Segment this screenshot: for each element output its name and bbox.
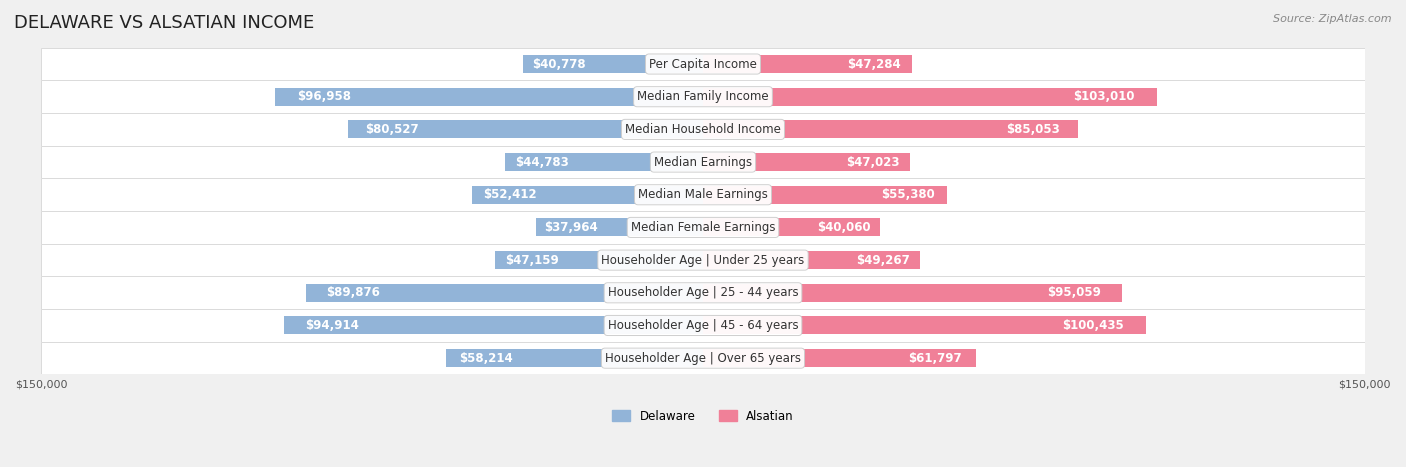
Text: $47,284: $47,284 xyxy=(848,57,901,71)
Text: $55,380: $55,380 xyxy=(882,188,935,201)
Text: $49,267: $49,267 xyxy=(856,254,910,267)
Bar xyxy=(41,80,1365,113)
Bar xyxy=(41,113,1365,146)
Bar xyxy=(276,88,703,106)
Text: $58,214: $58,214 xyxy=(458,352,513,365)
Text: $47,159: $47,159 xyxy=(505,254,560,267)
Bar xyxy=(41,178,1365,211)
Bar xyxy=(703,349,976,367)
Bar xyxy=(41,276,1365,309)
Text: Householder Age | Under 25 years: Householder Age | Under 25 years xyxy=(602,254,804,267)
FancyBboxPatch shape xyxy=(41,113,1365,146)
Text: $47,023: $47,023 xyxy=(846,156,900,169)
Bar xyxy=(41,342,1365,375)
Text: Median Earnings: Median Earnings xyxy=(654,156,752,169)
FancyBboxPatch shape xyxy=(41,48,1365,80)
FancyBboxPatch shape xyxy=(41,309,1365,342)
FancyBboxPatch shape xyxy=(41,276,1365,309)
Text: Per Capita Income: Per Capita Income xyxy=(650,57,756,71)
Bar xyxy=(41,244,1365,276)
Bar xyxy=(536,219,703,236)
Text: Median Female Earnings: Median Female Earnings xyxy=(631,221,775,234)
Text: $52,412: $52,412 xyxy=(484,188,537,201)
Legend: Delaware, Alsatian: Delaware, Alsatian xyxy=(607,405,799,427)
Bar xyxy=(703,153,911,171)
Bar xyxy=(703,55,911,73)
Text: $40,778: $40,778 xyxy=(531,57,586,71)
FancyBboxPatch shape xyxy=(41,244,1365,276)
Bar xyxy=(284,317,703,334)
Bar xyxy=(472,186,703,204)
Text: $44,783: $44,783 xyxy=(516,156,569,169)
Bar xyxy=(703,120,1078,138)
Text: $40,060: $40,060 xyxy=(817,221,870,234)
Text: Householder Age | Over 65 years: Householder Age | Over 65 years xyxy=(605,352,801,365)
Bar xyxy=(703,88,1157,106)
Bar xyxy=(446,349,703,367)
Text: $37,964: $37,964 xyxy=(544,221,598,234)
FancyBboxPatch shape xyxy=(41,146,1365,178)
FancyBboxPatch shape xyxy=(41,80,1365,113)
FancyBboxPatch shape xyxy=(41,342,1365,375)
Text: Source: ZipAtlas.com: Source: ZipAtlas.com xyxy=(1274,14,1392,24)
Text: DELAWARE VS ALSATIAN INCOME: DELAWARE VS ALSATIAN INCOME xyxy=(14,14,315,32)
Text: Median Family Income: Median Family Income xyxy=(637,90,769,103)
Text: $94,914: $94,914 xyxy=(305,319,359,332)
Text: Median Male Earnings: Median Male Earnings xyxy=(638,188,768,201)
Bar xyxy=(703,186,948,204)
Bar xyxy=(703,317,1146,334)
Bar xyxy=(307,284,703,302)
Bar xyxy=(703,284,1122,302)
Bar xyxy=(703,219,880,236)
Bar xyxy=(523,55,703,73)
Bar xyxy=(505,153,703,171)
Text: $96,958: $96,958 xyxy=(297,90,350,103)
Bar xyxy=(703,251,921,269)
Text: Median Household Income: Median Household Income xyxy=(626,123,780,136)
Text: Householder Age | 45 - 64 years: Householder Age | 45 - 64 years xyxy=(607,319,799,332)
Text: $89,876: $89,876 xyxy=(326,286,380,299)
Text: $100,435: $100,435 xyxy=(1062,319,1123,332)
Bar xyxy=(41,211,1365,244)
Bar xyxy=(41,146,1365,178)
Text: Householder Age | 25 - 44 years: Householder Age | 25 - 44 years xyxy=(607,286,799,299)
Bar xyxy=(347,120,703,138)
Text: $61,797: $61,797 xyxy=(908,352,962,365)
Bar xyxy=(495,251,703,269)
FancyBboxPatch shape xyxy=(41,211,1365,244)
Bar xyxy=(41,309,1365,342)
Text: $85,053: $85,053 xyxy=(1005,123,1060,136)
Text: $95,059: $95,059 xyxy=(1047,286,1101,299)
FancyBboxPatch shape xyxy=(41,178,1365,211)
Text: $80,527: $80,527 xyxy=(366,123,419,136)
Bar xyxy=(41,48,1365,80)
Text: $103,010: $103,010 xyxy=(1073,90,1135,103)
